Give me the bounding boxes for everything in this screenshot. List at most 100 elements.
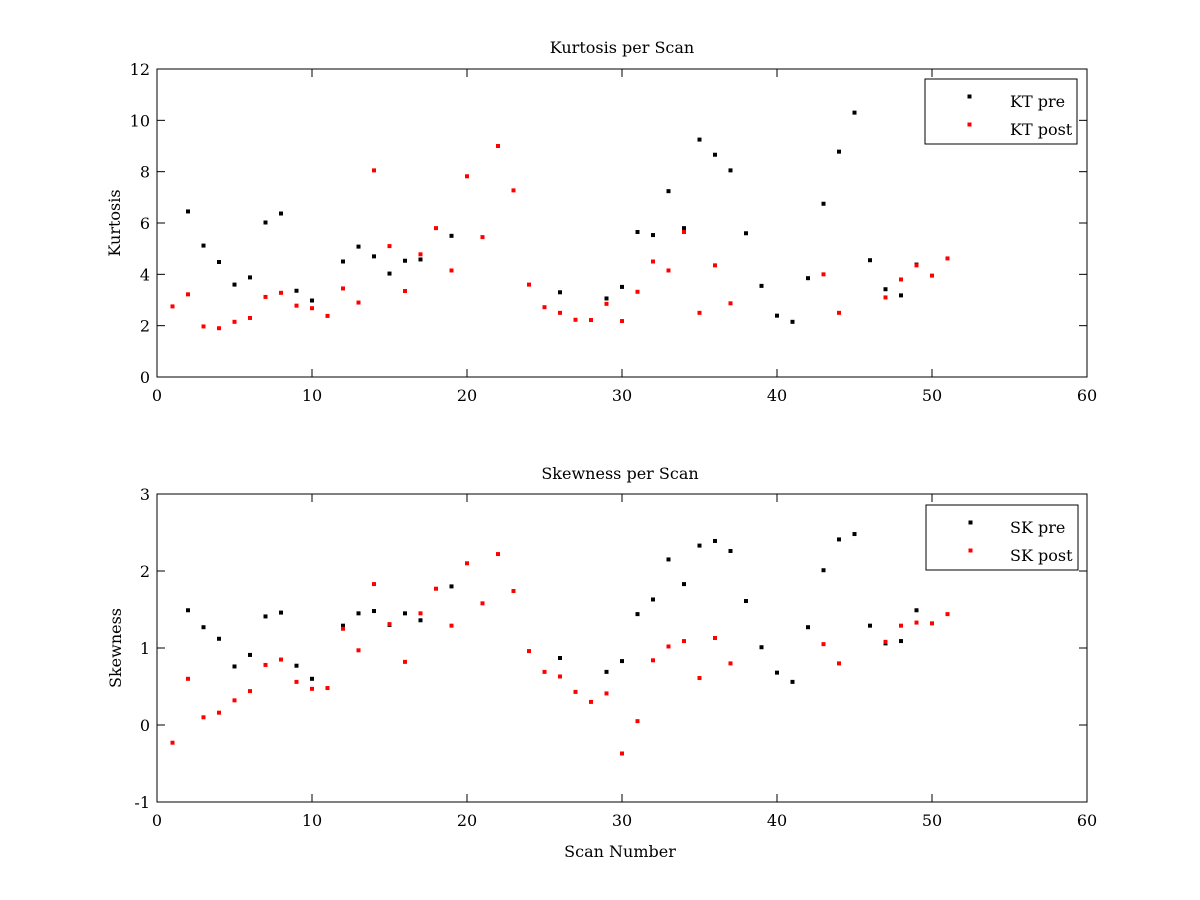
skewness-point-post xyxy=(465,561,469,566)
skewness-x-tick-label: 50 xyxy=(922,811,942,830)
kurtosis-point-post xyxy=(279,290,283,295)
skewness-legend-label-post: SK post xyxy=(1010,546,1073,565)
kurtosis-point-pre xyxy=(697,137,702,142)
skewness-point-pre xyxy=(558,656,562,661)
kurtosis-point-pre xyxy=(279,211,283,216)
kurtosis-point-pre xyxy=(806,276,810,281)
kurtosis-x-tick-label: 30 xyxy=(612,386,632,405)
skewness-point-post xyxy=(294,679,299,684)
kurtosis-point-post xyxy=(465,174,469,179)
skewness-x-tick-label: 60 xyxy=(1077,811,1097,830)
skewness-y-tick-label: 0 xyxy=(140,716,150,735)
skewness-point-post xyxy=(170,740,175,745)
skewness-point-pre xyxy=(356,611,361,616)
kurtosis-y-tick-label: 0 xyxy=(140,368,150,387)
kurtosis-point-post xyxy=(620,319,624,324)
skewness-x-axis-label: Scan Number xyxy=(564,842,676,861)
kurtosis-point-post xyxy=(930,273,934,278)
skewness-point-post xyxy=(217,710,221,715)
skewness-point-post xyxy=(387,622,392,627)
kurtosis-point-post xyxy=(542,305,547,310)
kurtosis-point-post xyxy=(558,310,562,315)
skewness-point-pre xyxy=(341,623,345,628)
kurtosis-point-post xyxy=(837,310,841,315)
kurtosis-point-pre xyxy=(883,287,888,292)
kurtosis-legend-marker-post xyxy=(967,122,972,127)
skewness-point-post xyxy=(310,686,314,691)
skewness-point-pre xyxy=(837,537,841,542)
kurtosis-point-pre xyxy=(232,282,237,287)
kurtosis-point-post xyxy=(527,282,531,287)
kurtosis-point-pre xyxy=(744,231,748,236)
skewness-point-pre xyxy=(852,532,857,537)
kurtosis-point-pre xyxy=(558,290,562,295)
kurtosis-point-post xyxy=(573,317,578,322)
skewness-y-axis-label: Skewness xyxy=(106,608,125,688)
skewness-point-post xyxy=(837,661,841,666)
skewness-point-pre xyxy=(682,582,686,587)
skewness-legend-box xyxy=(925,504,1079,571)
kurtosis-legend-label-pre: KT pre xyxy=(1010,92,1065,111)
kurtosis-points xyxy=(170,110,950,331)
skewness-point-pre xyxy=(821,568,826,573)
skewness-point-post xyxy=(542,669,547,674)
skewness-point-post xyxy=(821,642,826,647)
kurtosis-point-pre xyxy=(852,110,857,115)
skewness-point-post xyxy=(248,689,252,694)
skewness-point-pre xyxy=(294,663,299,668)
skewness-point-pre xyxy=(201,625,206,630)
kurtosis-point-post xyxy=(294,303,299,308)
skewness-y-tick-label: 3 xyxy=(140,485,150,504)
skewness-legend-label-pre: SK pre xyxy=(1010,518,1065,537)
skewness-point-post xyxy=(527,649,531,654)
skewness-y-tick-label: -1 xyxy=(134,793,150,812)
skewness-point-post xyxy=(480,601,485,606)
skewness-x-tick-label: 20 xyxy=(457,811,477,830)
skewness-x-tick-label: 0 xyxy=(152,811,162,830)
kurtosis-point-post xyxy=(449,268,454,273)
skewness-point-post xyxy=(899,623,903,628)
kurtosis-point-post xyxy=(511,188,516,193)
kurtosis-point-pre xyxy=(728,168,733,173)
kurtosis-point-post xyxy=(325,313,330,318)
skewness-point-pre xyxy=(263,614,268,619)
kurtosis-point-pre xyxy=(775,313,779,318)
kurtosis-point-post xyxy=(170,304,175,309)
skewness-point-pre xyxy=(620,659,624,664)
skewness-point-post xyxy=(232,698,237,703)
kurtosis-legend-label-post: KT post xyxy=(1010,120,1073,139)
kurtosis-point-post xyxy=(682,229,686,234)
kurtosis-point-post xyxy=(356,300,361,305)
kurtosis-point-post xyxy=(651,259,655,264)
kurtosis-point-post xyxy=(635,289,640,294)
skewness-point-post xyxy=(635,719,640,724)
skewness-point-post xyxy=(697,676,702,681)
skewness-point-post xyxy=(682,639,686,644)
kurtosis-point-post xyxy=(945,256,950,261)
skewness-point-post xyxy=(589,699,593,704)
skewness-point-post xyxy=(558,674,562,679)
kurtosis-point-post xyxy=(372,168,376,173)
skewness-point-pre xyxy=(248,652,252,657)
kurtosis-legend: KT pre KT post xyxy=(924,78,1078,145)
skewness-point-pre xyxy=(217,636,221,641)
kurtosis-point-pre xyxy=(682,226,686,231)
skewness-point-post xyxy=(201,715,206,720)
kurtosis-point-pre xyxy=(651,233,655,238)
kurtosis-title: Kurtosis per Scan xyxy=(550,38,694,57)
kurtosis-point-pre xyxy=(263,220,268,225)
skewness-point-post xyxy=(263,662,268,667)
skewness-legend-marker-pre xyxy=(968,520,973,525)
kurtosis-point-pre xyxy=(201,243,206,248)
kurtosis-y-axis-label: Kurtosis xyxy=(105,189,124,256)
kurtosis-point-pre xyxy=(821,201,826,206)
skewness-point-post xyxy=(666,644,671,649)
kurtosis-point-post xyxy=(418,252,423,257)
kurtosis-x-tick-label: 10 xyxy=(302,386,322,405)
kurtosis-ticks: 0 10 20 30 40 50 60 0 2 4 6 8 10 12 xyxy=(130,60,1098,405)
kurtosis-legend-box xyxy=(924,78,1078,145)
kurtosis-point-pre xyxy=(868,258,872,263)
skewness-point-post xyxy=(651,658,655,663)
skewness-point-pre xyxy=(372,609,376,614)
